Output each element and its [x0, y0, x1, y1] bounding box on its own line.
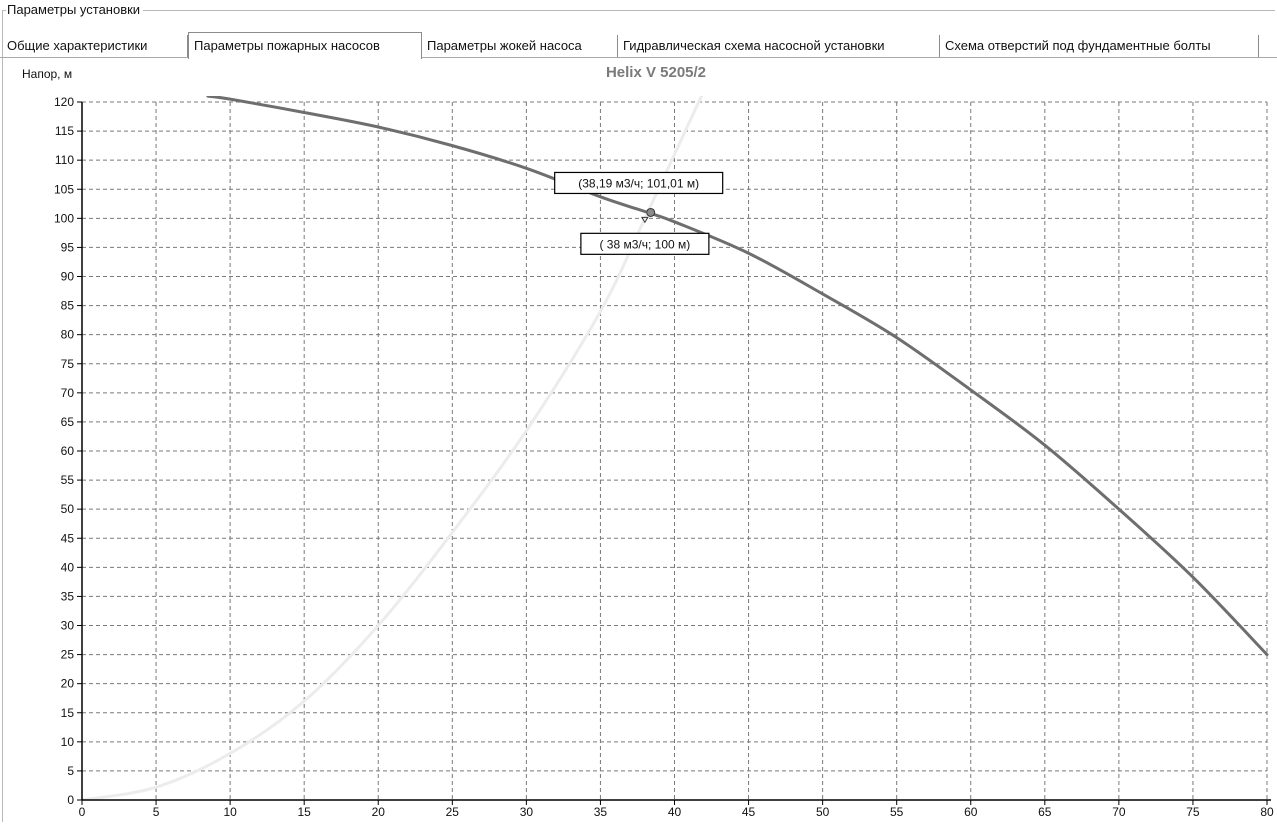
pump-head-curve — [206, 96, 1269, 657]
x-tick-label: 5 — [153, 805, 160, 819]
y-tick-label: 110 — [55, 153, 74, 167]
y-tick-label: 70 — [61, 386, 75, 400]
x-tick-label: 65 — [1038, 805, 1052, 819]
tab-general-characteristics[interactable]: Общие характеристики — [2, 35, 188, 57]
chart-title: Helix V 5205/2 — [606, 64, 706, 81]
y-tick-label: 95 — [61, 240, 75, 254]
y-tick-label: 85 — [61, 299, 75, 313]
tab-fire-pump-parameters[interactable]: Параметры пожарных насосов — [188, 32, 422, 59]
y-tick-label: 100 — [54, 211, 74, 225]
x-tick-label: 60 — [964, 805, 978, 819]
x-tick-label: 75 — [1186, 805, 1200, 819]
y-axis-label: Напор, м — [22, 67, 72, 81]
x-tick-label: 40 — [668, 805, 682, 819]
y-tick-label: 80 — [61, 328, 75, 342]
y-tick-label: 55 — [61, 473, 75, 487]
tab-hydraulic-scheme[interactable]: Гидравлическая схема насосной установки — [618, 35, 940, 57]
x-tick-label: 50 — [816, 805, 830, 819]
duty-point-label: ( 38 м3/ч; 100 м) — [580, 232, 710, 255]
tab-jockey-pump-parameters[interactable]: Параметры жокей насоса — [422, 35, 618, 57]
y-tick-label: 10 — [61, 735, 75, 749]
y-tick-label: 30 — [61, 619, 75, 633]
duty-point-marker — [640, 216, 649, 224]
y-tick-label: 20 — [61, 677, 75, 691]
y-tick-label: 40 — [61, 560, 75, 574]
group-title: Параметры установки — [6, 2, 144, 18]
x-tick-label: 30 — [520, 805, 534, 819]
y-tick-label: 60 — [61, 444, 75, 458]
installation-parameters-group — [2, 10, 1275, 822]
duty-point-label-box — [580, 232, 710, 255]
tab-bar: Общие характеристики Параметры пожарных … — [2, 32, 1275, 59]
x-tick-label: 70 — [1112, 805, 1126, 819]
y-tick-label: 75 — [61, 357, 75, 371]
x-tick-label: 55 — [890, 805, 904, 819]
y-tick-label: 5 — [67, 764, 74, 778]
x-tick-label: 10 — [223, 805, 237, 819]
x-tick-label: 15 — [298, 805, 312, 819]
pump-curve-chart-area: 0 5 10 15 20 25 30 35 40 45 50 55 60 65 70 75 80 85 90 95 10… — [0, 58, 1277, 822]
operating-point-label: (38,19 м3/ч; 101,01 м) — [554, 171, 724, 195]
y-tick-label: 50 — [61, 502, 75, 516]
pump-curve-chart: 0510152025303540455055606570758085909510… — [22, 64, 1274, 819]
tab-foundation-bolt-holes[interactable]: Схема отверстий под фундаментные болты — [940, 35, 1259, 57]
x-tick-label: 80 — [1260, 805, 1274, 819]
y-tick-label: 45 — [61, 531, 75, 545]
y-tick-label: 90 — [61, 270, 75, 284]
x-tick-label: 45 — [742, 805, 756, 819]
x-tick-label: 0 — [79, 805, 86, 819]
x-tick-label: 25 — [446, 805, 460, 819]
operating-point-marker[interactable] — [646, 207, 656, 217]
y-tick-label: 120 — [54, 95, 74, 109]
operating-point-label-text: (38,19 м3/ч; 101,01 м) — [578, 176, 699, 190]
tab-bar-divider — [0, 57, 1277, 58]
x-tick-label: 20 — [372, 805, 386, 819]
x-tick-label: 35 — [594, 805, 608, 819]
system-curve — [82, 96, 704, 800]
duty-point-label-text: ( 38 м3/ч; 100 м) — [599, 237, 690, 251]
y-tick-label: 0 — [67, 793, 74, 807]
y-tick-label: 15 — [61, 706, 75, 720]
y-tick-label: 35 — [61, 589, 75, 603]
y-tick-label: 105 — [54, 182, 74, 196]
y-tick-label: 65 — [61, 415, 75, 429]
y-tick-label: 115 — [55, 124, 74, 138]
y-tick-label: 25 — [61, 648, 75, 662]
operating-point-label-box — [554, 171, 724, 195]
